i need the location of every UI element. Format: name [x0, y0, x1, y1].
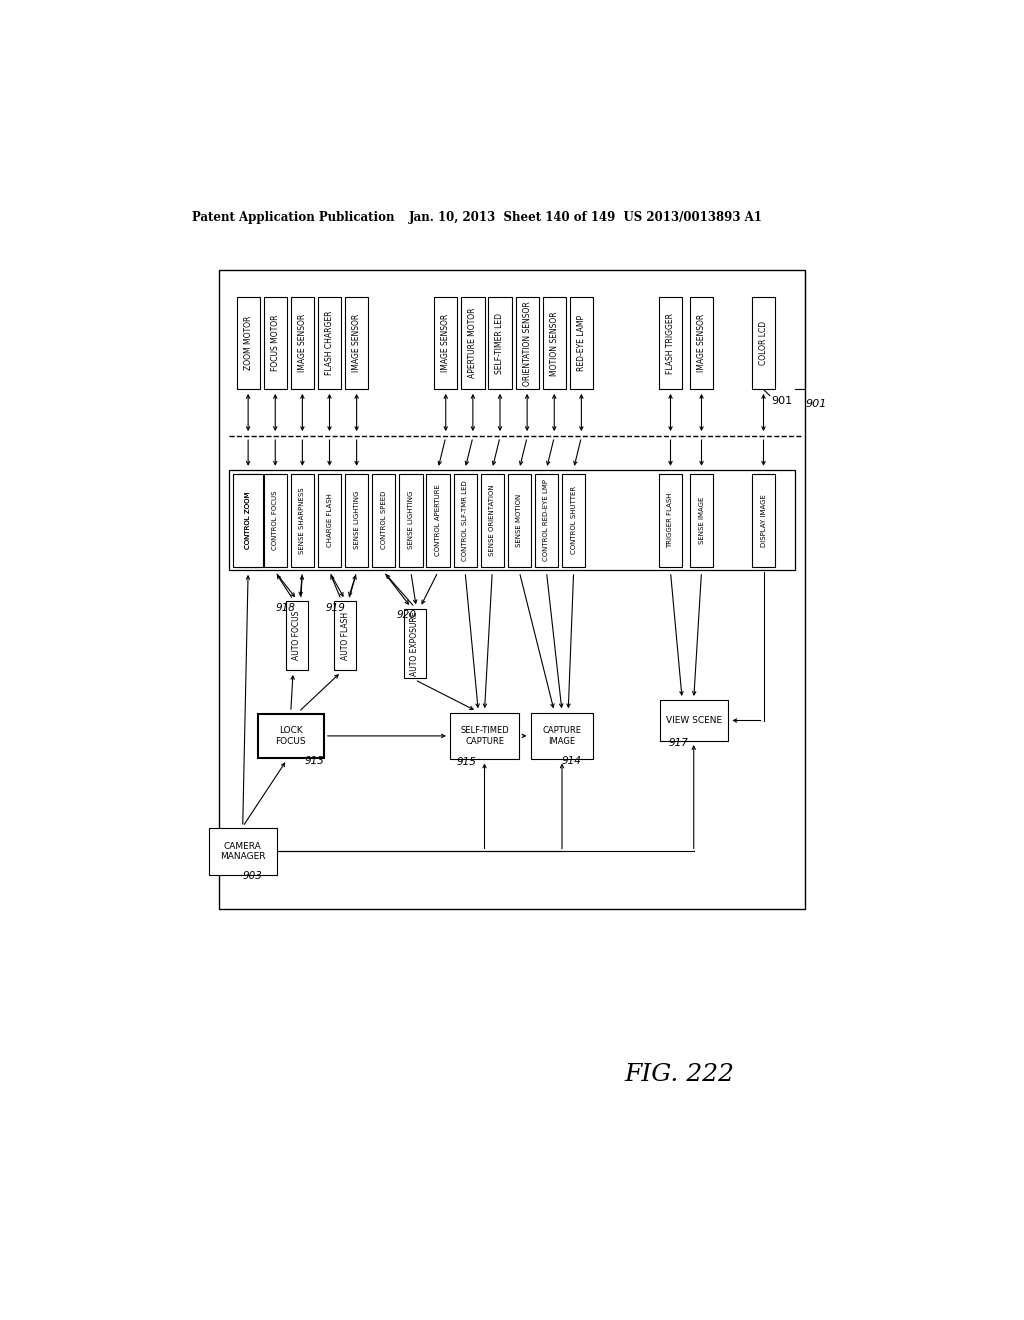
Bar [237, 297, 260, 389]
Text: 913: 913 [305, 756, 325, 766]
Text: CONTROL SPEED: CONTROL SPEED [381, 491, 387, 549]
Text: 901: 901 [805, 400, 826, 409]
Bar [286, 601, 308, 671]
Bar [531, 713, 593, 759]
Bar [237, 474, 260, 566]
Bar [690, 297, 713, 389]
Bar [228, 470, 795, 570]
Bar [334, 601, 356, 671]
Bar [372, 474, 395, 566]
Bar [752, 474, 775, 566]
Bar [461, 297, 484, 389]
Text: CAPTURE
IMAGE: CAPTURE IMAGE [543, 726, 582, 746]
Bar [317, 474, 341, 566]
Text: FLASH CHARGER: FLASH CHARGER [325, 312, 334, 375]
Bar [515, 297, 539, 389]
Text: CONTROL SLF-TMR LED: CONTROL SLF-TMR LED [462, 480, 468, 561]
Text: CONTROL ZOOM: CONTROL ZOOM [245, 491, 251, 549]
Text: SELF-TIMED
CAPTURE: SELF-TIMED CAPTURE [460, 726, 509, 746]
Bar [535, 474, 558, 566]
Text: CHARGE FLASH: CHARGE FLASH [327, 494, 333, 548]
Text: CAMERA
MANAGER: CAMERA MANAGER [220, 842, 265, 861]
Bar [263, 297, 287, 389]
Text: FOCUS MOTOR: FOCUS MOTOR [270, 315, 280, 371]
Bar [508, 474, 531, 566]
Text: APERTURE MOTOR: APERTURE MOTOR [468, 308, 477, 379]
Text: CONTROL APERTURE: CONTROL APERTURE [435, 484, 441, 556]
Text: SENSE LIGHTING: SENSE LIGHTING [408, 491, 414, 549]
Bar [434, 297, 458, 389]
Text: IMAGE SENSOR: IMAGE SENSOR [697, 314, 706, 372]
Text: FIG. 222: FIG. 222 [624, 1063, 734, 1086]
Bar [291, 474, 314, 566]
Bar [752, 297, 775, 389]
Text: CONTROL RED-EYE LMP: CONTROL RED-EYE LMP [544, 479, 550, 561]
Bar [345, 474, 369, 566]
Text: SELF-TIMER LED: SELF-TIMER LED [496, 313, 505, 374]
Text: Jan. 10, 2013  Sheet 140 of 149  US 2013/0013893 A1: Jan. 10, 2013 Sheet 140 of 149 US 2013/0… [409, 211, 763, 224]
Text: 903: 903 [243, 871, 262, 882]
Bar [263, 474, 287, 566]
Text: AUTO EXPOSURE: AUTO EXPOSURE [411, 611, 419, 676]
Text: Patent Application Publication: Patent Application Publication [191, 211, 394, 224]
Text: VIEW SCENE: VIEW SCENE [666, 715, 722, 725]
Bar [426, 474, 450, 566]
Bar [291, 297, 314, 389]
Text: 918: 918 [275, 603, 295, 612]
Bar [219, 271, 805, 909]
Bar [690, 474, 713, 566]
Bar [488, 297, 512, 389]
Text: COLOR LCD: COLOR LCD [759, 321, 768, 366]
Bar [403, 609, 426, 678]
Text: RED-EYE LAMP: RED-EYE LAMP [577, 315, 586, 371]
Text: SENSE IMAGE: SENSE IMAGE [698, 496, 705, 544]
Text: 901: 901 [771, 396, 793, 405]
Text: IMAGE SENSOR: IMAGE SENSOR [352, 314, 361, 372]
Bar [451, 713, 518, 759]
Text: 919: 919 [326, 603, 345, 612]
Bar [454, 474, 477, 566]
Bar [317, 297, 341, 389]
Text: TRIGGER FLASH: TRIGGER FLASH [668, 492, 674, 548]
Text: 920: 920 [397, 610, 417, 620]
Bar [658, 474, 682, 566]
Bar [209, 829, 276, 874]
Text: ZOOM MOTOR: ZOOM MOTOR [244, 315, 253, 371]
Text: SENSE ORIENTATION: SENSE ORIENTATION [489, 484, 496, 556]
Text: SENSE MOTION: SENSE MOTION [516, 494, 522, 546]
Text: CONTROL FOCUS: CONTROL FOCUS [272, 491, 279, 550]
Bar [543, 297, 566, 389]
Text: SENSE LIGHTING: SENSE LIGHTING [353, 491, 359, 549]
Text: SENSE SHARPNESS: SENSE SHARPNESS [299, 487, 305, 553]
Text: DISPLAY IMAGE: DISPLAY IMAGE [761, 494, 767, 546]
Text: 914: 914 [562, 756, 582, 766]
Bar [659, 701, 728, 741]
Text: IMAGE SENSOR: IMAGE SENSOR [298, 314, 307, 372]
Bar [569, 297, 593, 389]
Text: AUTO FLASH: AUTO FLASH [341, 611, 349, 660]
Bar [345, 297, 369, 389]
Text: AUTO FOCUS: AUTO FOCUS [293, 611, 301, 660]
Text: LOCK
FOCUS: LOCK FOCUS [275, 726, 306, 746]
Bar [658, 297, 682, 389]
Bar [233, 474, 263, 566]
Text: MOTION SENSOR: MOTION SENSOR [550, 312, 559, 375]
Text: 917: 917 [669, 738, 689, 748]
Text: FLASH TRIGGER: FLASH TRIGGER [666, 313, 675, 374]
Text: 915: 915 [457, 758, 476, 767]
Text: CONTROL SHUTTER: CONTROL SHUTTER [570, 486, 577, 554]
Bar [480, 474, 504, 566]
Bar [399, 474, 423, 566]
Bar [258, 714, 324, 758]
Text: CONTROL ZOOM: CONTROL ZOOM [245, 491, 251, 549]
Bar [562, 474, 586, 566]
Text: IMAGE SENSOR: IMAGE SENSOR [441, 314, 451, 372]
Text: ORIENTATION SENSOR: ORIENTATION SENSOR [522, 301, 531, 385]
